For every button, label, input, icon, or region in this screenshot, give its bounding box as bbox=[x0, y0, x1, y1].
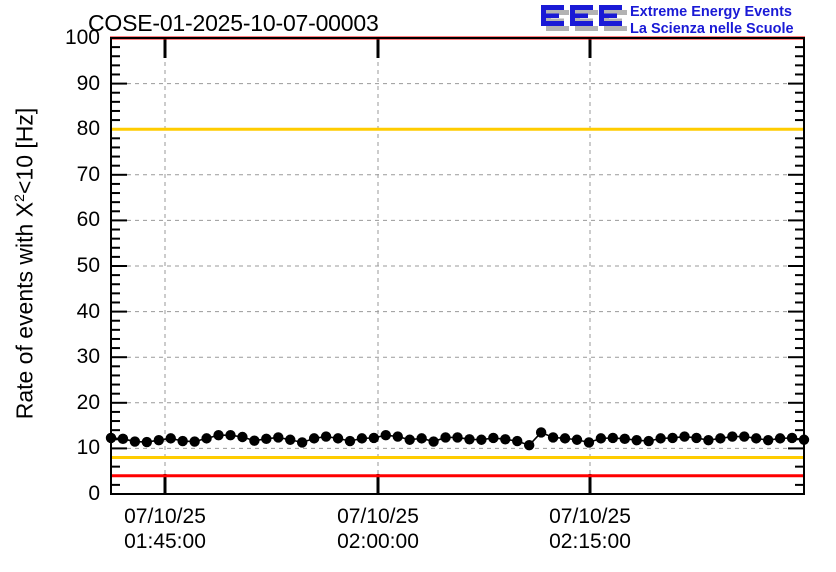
x-tick-label: 07/10/25 02:00:00 bbox=[337, 504, 419, 554]
y-tick-label: 0 bbox=[88, 482, 100, 505]
y-tick-label: 90 bbox=[76, 71, 100, 95]
eee-logo-mark bbox=[541, 5, 627, 31]
page-title: COSE-01-2025-10-07-00003 bbox=[88, 10, 379, 36]
x-tick-date: 07/10/25 bbox=[124, 505, 206, 528]
y-tick-label: 10 bbox=[76, 436, 100, 460]
y-tick-label: 80 bbox=[76, 117, 100, 141]
x-tick-time: 02:00:00 bbox=[337, 530, 419, 553]
eee-logo-text: Extreme Energy Events La Scienza nelle S… bbox=[630, 4, 794, 37]
y-tick-label: 40 bbox=[76, 299, 100, 323]
y-axis-label: Rate of events with X2<10 [Hz] bbox=[11, 107, 38, 420]
x-tick-date: 07/10/25 bbox=[337, 505, 419, 528]
eee-logo-line2: La Scienza nelle Scuole bbox=[630, 20, 794, 37]
plot-frame bbox=[110, 37, 805, 495]
x-tick-time: 02:15:00 bbox=[549, 530, 631, 553]
y-tick-label: 100 bbox=[64, 26, 100, 49]
y-tick-label: 20 bbox=[76, 390, 100, 414]
eee-logo-line1: Extreme Energy Events bbox=[630, 4, 792, 20]
x-tick-label: 07/10/25 02:15:00 bbox=[549, 504, 631, 554]
x-tick-date: 07/10/25 bbox=[549, 505, 631, 528]
y-tick-label: 70 bbox=[76, 162, 100, 186]
y-tick-label: 60 bbox=[76, 208, 100, 232]
x-tick-label: 07/10/25 01:45:00 bbox=[124, 504, 206, 554]
x-tick-time: 01:45:00 bbox=[124, 530, 206, 553]
eee-logo: Extreme Energy Events La Scienza nelle S… bbox=[541, 3, 833, 39]
y-tick-label: 30 bbox=[76, 345, 100, 369]
y-tick-label: 50 bbox=[76, 254, 100, 277]
